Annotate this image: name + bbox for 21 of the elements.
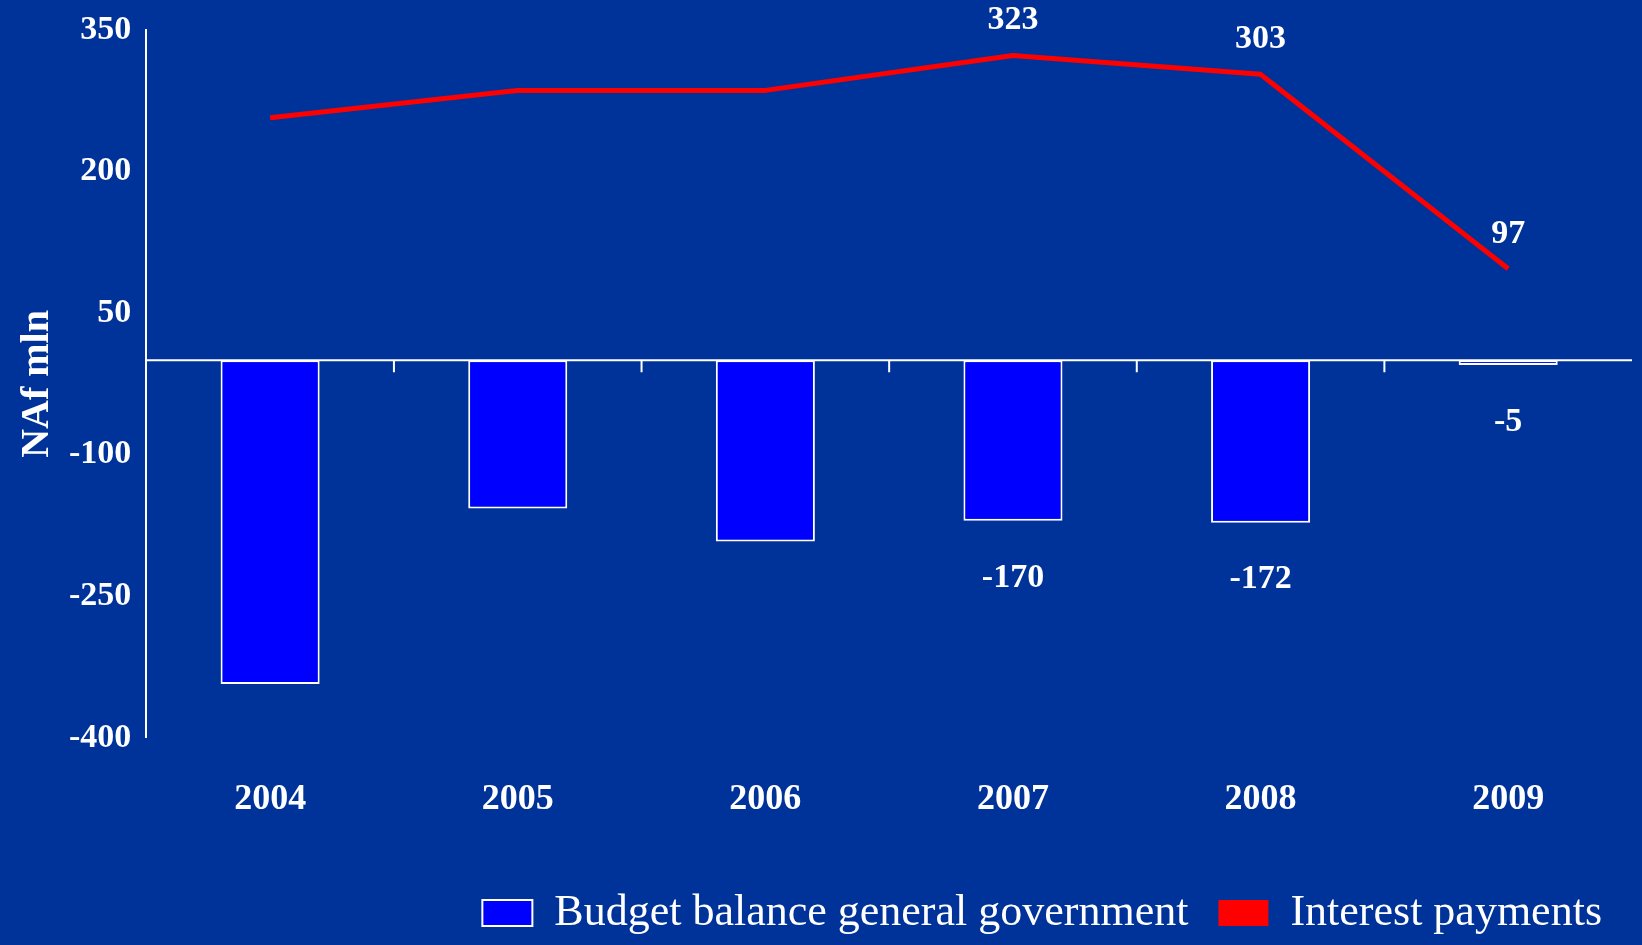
legend-label: Budget balance general government xyxy=(554,885,1189,935)
x-tick-label: 2008 xyxy=(1224,776,1297,817)
y-axis-title: NAf mln xyxy=(12,310,58,458)
y-tick-label: 200 xyxy=(80,150,132,188)
data-label: -170 xyxy=(981,556,1045,594)
x-tick-label: 2009 xyxy=(1472,776,1545,817)
data-label: -172 xyxy=(1229,558,1292,596)
y-tick-label: 50 xyxy=(97,291,132,329)
data-label: -5 xyxy=(1494,400,1523,438)
y-tick-label: 350 xyxy=(80,8,132,46)
x-tick-label: 2007 xyxy=(976,776,1049,817)
y-tick-label: -400 xyxy=(68,716,132,754)
x-tick-label: 2004 xyxy=(234,776,307,817)
y-tick-label: -100 xyxy=(68,433,132,471)
data-label: 303 xyxy=(1235,18,1287,56)
y-tick-label: -250 xyxy=(68,575,132,613)
data-label: 323 xyxy=(987,0,1039,37)
data-label: 97 xyxy=(1491,212,1526,250)
legend-label: Interest payments xyxy=(1290,885,1603,935)
x-tick-label: 2005 xyxy=(481,776,554,817)
x-tick-label: 2006 xyxy=(729,776,802,817)
